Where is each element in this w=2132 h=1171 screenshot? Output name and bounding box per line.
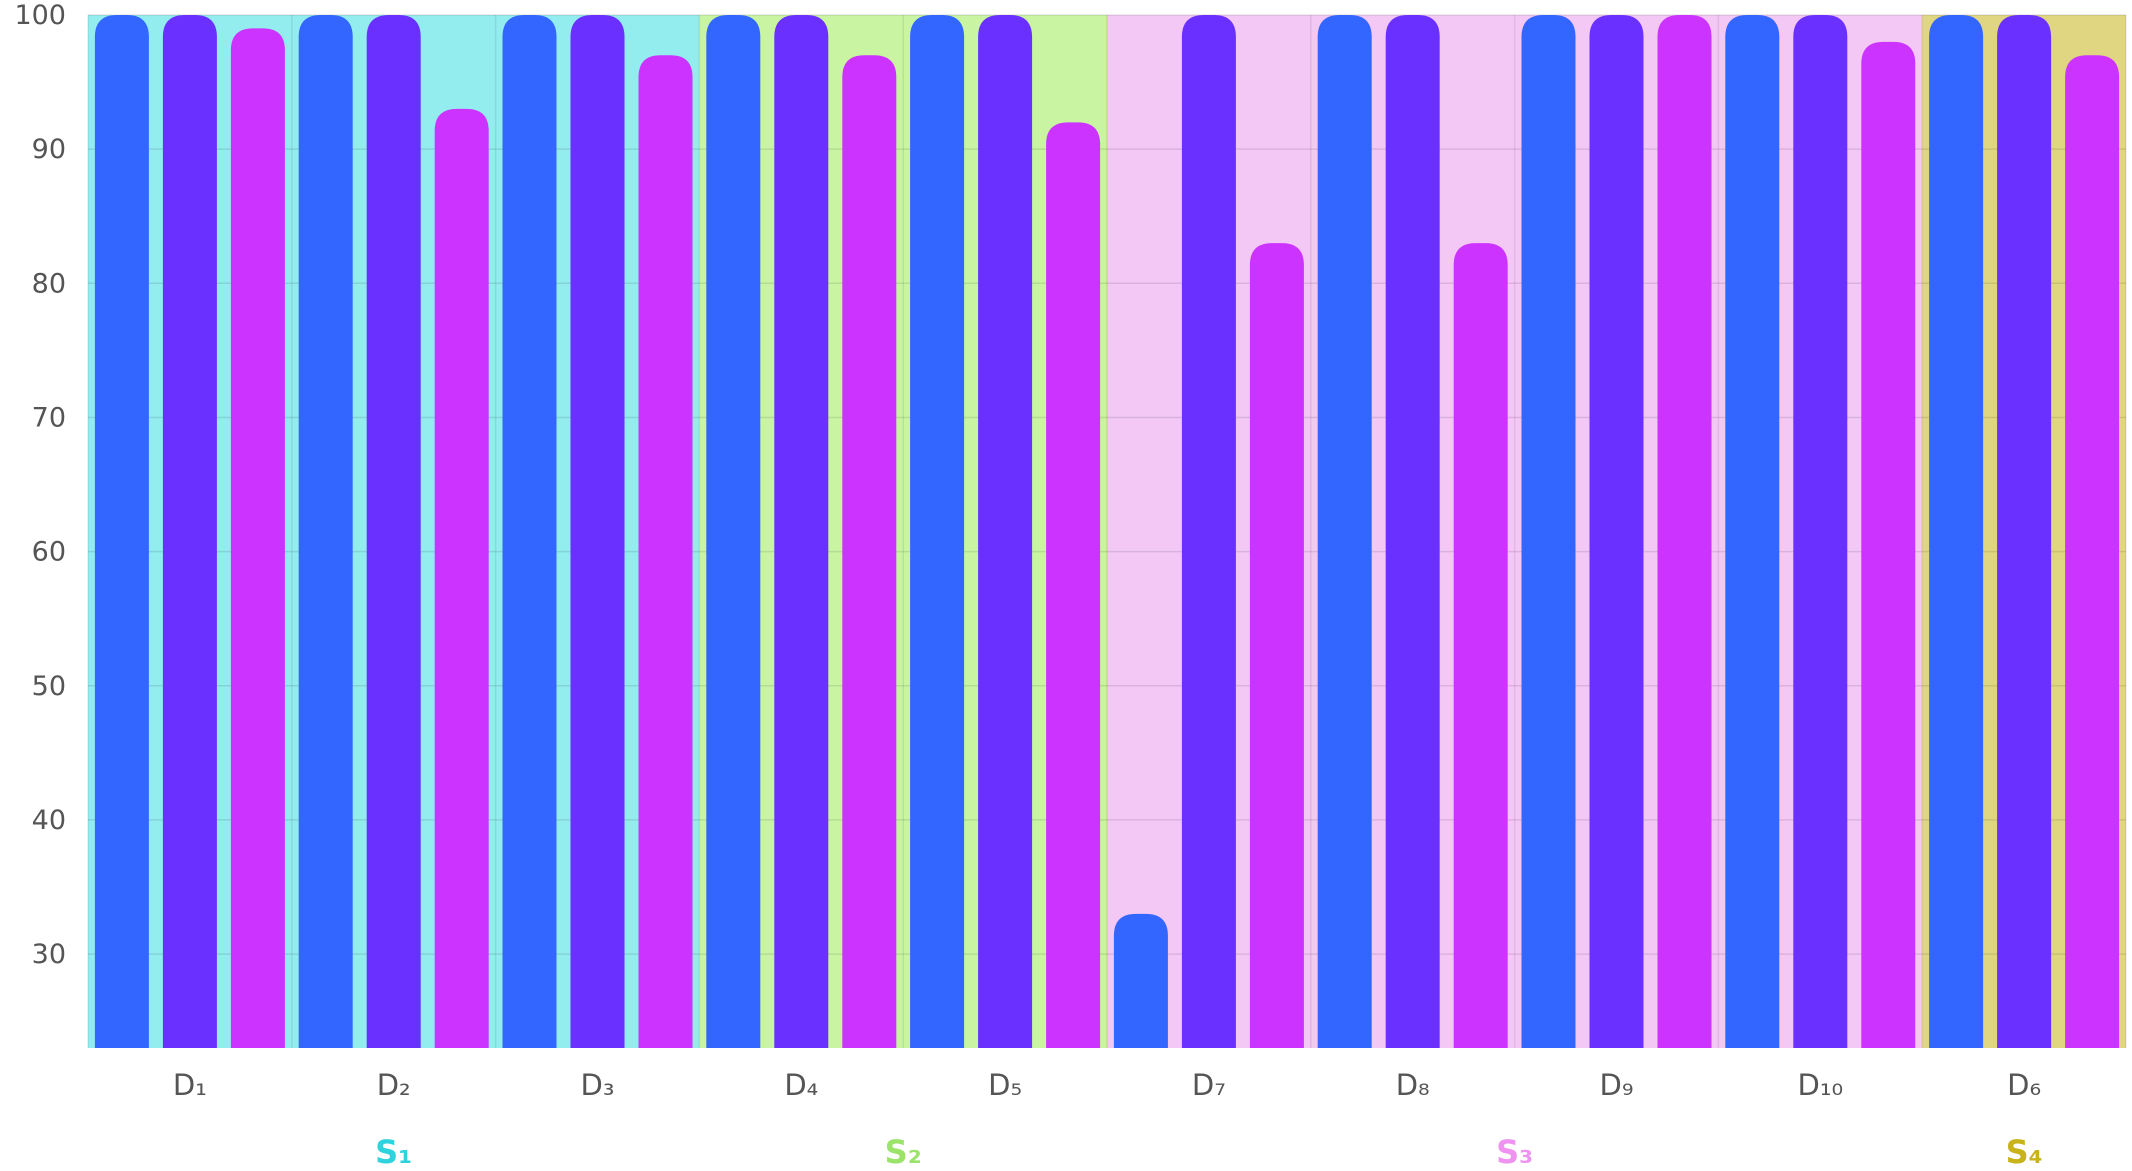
bar-D5-series-3 bbox=[1046, 122, 1101, 1048]
bar-D4-series-1 bbox=[706, 15, 761, 1048]
group-label-3: S₃ bbox=[1496, 1133, 1533, 1171]
y-tick-label-80: 80 bbox=[32, 268, 66, 299]
bar-D3-series-2 bbox=[570, 15, 625, 1048]
x-tick-label-D2: D₂ bbox=[377, 1068, 411, 1102]
bar-D9-series-2 bbox=[1589, 15, 1644, 1048]
y-tick-label-40: 40 bbox=[32, 805, 66, 836]
bar-D8-series-1 bbox=[1317, 15, 1372, 1048]
bar-D2-series-2 bbox=[366, 15, 421, 1048]
grid-lines bbox=[87, 14, 2127, 1048]
bar-D6-series-1 bbox=[1929, 15, 1984, 1048]
bar-D10-series-3 bbox=[1861, 41, 1916, 1048]
y-tick-label-50: 50 bbox=[32, 671, 66, 702]
y-tick-label-30: 30 bbox=[32, 939, 66, 970]
bar-D1-series-3 bbox=[230, 28, 285, 1048]
bar-D1-series-1 bbox=[94, 15, 149, 1048]
group-band-2 bbox=[699, 15, 1107, 1048]
bar-D7-series-1 bbox=[1113, 913, 1168, 1048]
x-tick-label-D4: D₄ bbox=[784, 1068, 818, 1102]
bar-D4-series-3 bbox=[842, 55, 897, 1048]
group-label-4: S₄ bbox=[2006, 1133, 2043, 1171]
x-tick-label-D5: D₅ bbox=[988, 1068, 1022, 1102]
group-label-1: S₁ bbox=[375, 1133, 412, 1171]
x-tick-label-D7: D₇ bbox=[1192, 1068, 1226, 1102]
bar-D5-series-2 bbox=[978, 15, 1033, 1048]
bar-D6-series-2 bbox=[1997, 15, 2052, 1048]
bar-D2-series-1 bbox=[298, 15, 353, 1048]
bars bbox=[94, 15, 2120, 1049]
bar-D8-series-3 bbox=[1453, 243, 1508, 1048]
bar-D3-series-1 bbox=[502, 15, 557, 1048]
bar-D3-series-3 bbox=[638, 55, 693, 1048]
group-label-2: S₂ bbox=[885, 1133, 922, 1171]
x-tick-label-D9: D₉ bbox=[1600, 1068, 1634, 1102]
bar-D8-series-2 bbox=[1385, 15, 1440, 1048]
bar-D9-series-1 bbox=[1521, 15, 1576, 1048]
y-axis: 30 40 50 60 70 80 90 100 bbox=[14, 0, 66, 970]
x-tick-label-D6: D₆ bbox=[2007, 1068, 2041, 1102]
x-tick-label-D8: D₈ bbox=[1396, 1068, 1430, 1102]
group-band-3 bbox=[1107, 15, 1923, 1048]
y-tick-label-60: 60 bbox=[32, 537, 66, 568]
bar-D10-series-2 bbox=[1793, 15, 1848, 1048]
group-labels: S₁ S₂ S₃ S₄ bbox=[375, 1133, 2042, 1171]
x-tick-label-D10: D₁₀ bbox=[1798, 1068, 1844, 1102]
x-tick-label-D1: D₁ bbox=[173, 1068, 207, 1102]
x-tick-label-D3: D₃ bbox=[581, 1068, 615, 1102]
bar-D7-series-2 bbox=[1181, 15, 1236, 1048]
bar-D10-series-1 bbox=[1725, 15, 1780, 1048]
bar-D6-series-3 bbox=[2065, 55, 2120, 1048]
y-tick-label-100: 100 bbox=[14, 0, 66, 31]
bar-D5-series-1 bbox=[910, 15, 965, 1048]
bar-D2-series-3 bbox=[434, 108, 489, 1049]
bar-D4-series-2 bbox=[774, 15, 829, 1048]
bar-D1-series-2 bbox=[162, 15, 217, 1048]
x-axis: D₁ D₂ D₃ D₄ D₅ D₇ D₈ D₉ D₁₀ D₆ bbox=[173, 1068, 2041, 1102]
bar-D9-series-3 bbox=[1657, 15, 1712, 1048]
y-tick-label-90: 90 bbox=[32, 134, 66, 165]
bar-D7-series-3 bbox=[1249, 243, 1304, 1048]
y-tick-label-70: 70 bbox=[32, 402, 66, 433]
